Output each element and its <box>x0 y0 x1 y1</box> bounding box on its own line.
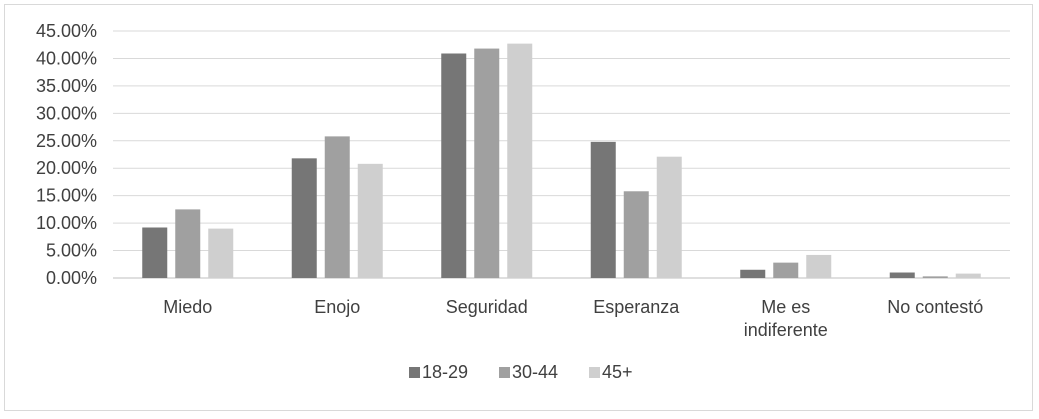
y-tick-label: 35.00% <box>36 76 97 96</box>
bar-18-29 <box>740 269 766 278</box>
y-tick-label: 30.00% <box>36 103 97 123</box>
bar-30-44 <box>175 209 201 278</box>
y-tick-label: 45.00% <box>36 21 97 41</box>
y-tick-label: 10.00% <box>36 213 97 233</box>
legend-swatch-30-44 <box>499 367 510 378</box>
x-category-label: Seguridad <box>446 297 528 317</box>
x-category-label: No contestó <box>887 297 983 317</box>
bar-30-44 <box>623 191 649 278</box>
bar-30-44 <box>922 276 948 278</box>
x-category-label: Enojo <box>314 297 360 317</box>
bar-18-29 <box>291 158 317 278</box>
bar-45+ <box>208 228 234 278</box>
y-tick-label: 20.00% <box>36 158 97 178</box>
x-category-label: Me es indiferente <box>744 297 828 340</box>
legend-swatch-45+ <box>589 367 600 378</box>
bar-18-29 <box>590 141 616 278</box>
bar-18-29 <box>142 227 168 278</box>
y-tick-label: 40.00% <box>36 48 97 68</box>
bar-18-29 <box>441 53 467 279</box>
y-tick-label: 25.00% <box>36 131 97 151</box>
y-tick-label: 5.00% <box>46 241 97 261</box>
y-tick-label: 15.00% <box>36 186 97 206</box>
x-category-label: Esperanza <box>593 297 680 317</box>
bar-30-44 <box>324 136 350 278</box>
bar-18-29 <box>889 272 915 278</box>
bar-45+ <box>656 156 682 278</box>
legend-label-45+: 45+ <box>602 362 633 382</box>
legend-swatch-18-29 <box>409 367 420 378</box>
legend-label-30-44: 30-44 <box>512 362 558 382</box>
bar-30-44 <box>474 48 500 278</box>
bar-45+ <box>507 43 533 278</box>
legend-label-18-29: 18-29 <box>422 362 468 382</box>
y-tick-label: 0.00% <box>46 268 97 288</box>
bar-45+ <box>357 163 383 278</box>
x-category-label: Miedo <box>163 297 212 317</box>
bar-45+ <box>955 273 981 278</box>
bar-45+ <box>806 254 832 278</box>
bar-30-44 <box>773 262 799 278</box>
